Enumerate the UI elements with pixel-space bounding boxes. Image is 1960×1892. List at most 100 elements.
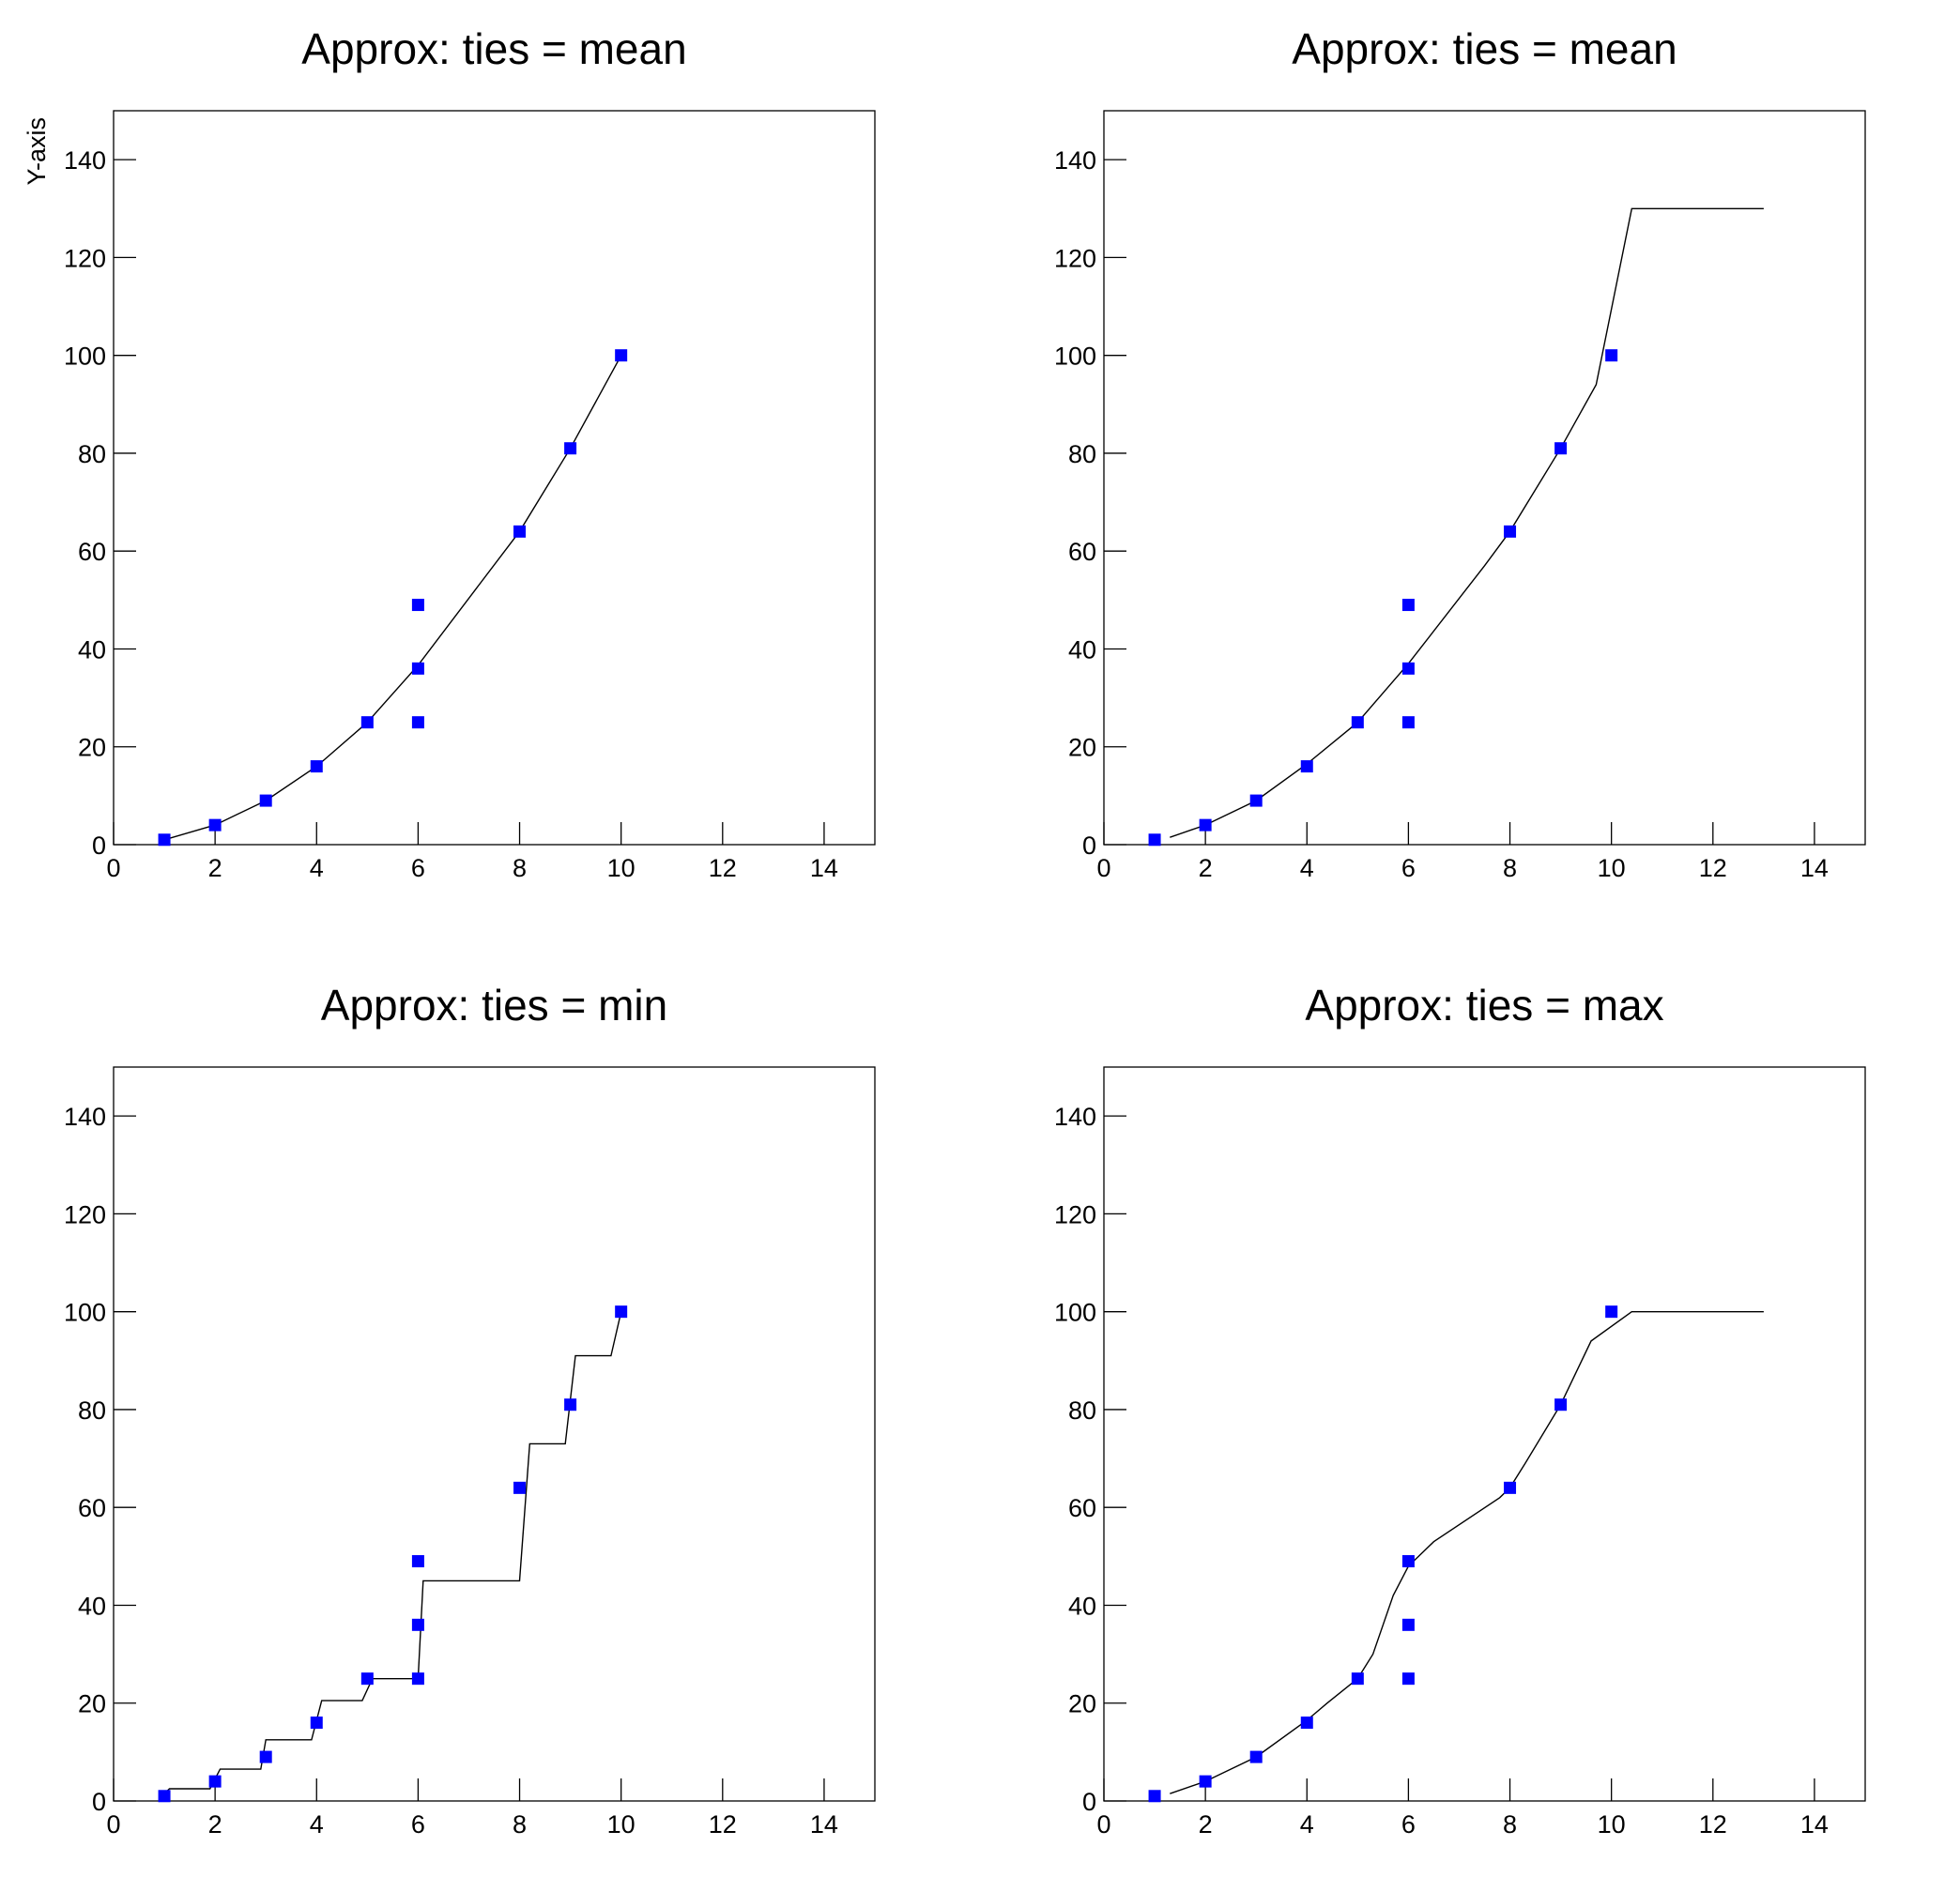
x-tick-label: 8 (513, 854, 527, 882)
x-tick-label: 2 (208, 854, 222, 882)
data-point (564, 442, 577, 455)
data-point (158, 1790, 171, 1803)
y-tick-label: 80 (78, 1396, 106, 1425)
data-point (158, 833, 171, 847)
x-tick-label: 8 (1503, 854, 1517, 882)
data-point (208, 1775, 222, 1788)
data-point (360, 716, 374, 729)
data-point (1199, 1775, 1212, 1788)
y-tick-label: 100 (64, 1299, 106, 1327)
approx-line (163, 1311, 622, 1794)
chart-title: Approx: ties = max (1305, 981, 1663, 1030)
data-point (1401, 1555, 1415, 1568)
x-tick-label: 0 (106, 1810, 120, 1839)
x-tick-label: 8 (1503, 1810, 1517, 1839)
y-tick-label: 140 (64, 1103, 106, 1131)
data-point (411, 599, 424, 612)
data-point (564, 1398, 577, 1411)
x-tick-label: 4 (310, 854, 324, 882)
y-tick-label: 40 (78, 635, 106, 664)
data-point (1401, 716, 1415, 729)
y-tick-label: 120 (64, 1200, 106, 1228)
x-tick-label: 4 (310, 1810, 324, 1839)
y-tick-label: 80 (1068, 440, 1096, 468)
y-tick-label: 40 (1068, 635, 1096, 664)
data-point (1249, 1750, 1263, 1763)
data-point (513, 1481, 527, 1494)
y-tick-label: 140 (64, 146, 106, 175)
data-point (1351, 1672, 1364, 1686)
x-tick-label: 10 (607, 1810, 635, 1839)
data-point (1401, 662, 1415, 675)
plot-frame (113, 1066, 876, 1802)
y-tick-label: 0 (1082, 832, 1096, 860)
data-point (1504, 1481, 1517, 1494)
x-tick-label: 6 (411, 854, 425, 882)
data-point (411, 1672, 424, 1686)
data-point (360, 1672, 374, 1686)
x-tick-label: 12 (1699, 854, 1727, 882)
approx-line (163, 355, 622, 841)
y-tick-label: 40 (78, 1592, 106, 1620)
data-point (1148, 1790, 1161, 1803)
data-point (1554, 1398, 1568, 1411)
y-tick-label: 0 (92, 1788, 106, 1816)
x-tick-label: 6 (1401, 1810, 1416, 1839)
data-point (615, 1305, 628, 1319)
x-tick-label: 0 (1096, 1810, 1110, 1839)
y-tick-label: 40 (1068, 1592, 1096, 1620)
y-tick-label: 0 (1082, 1788, 1096, 1816)
x-tick-label: 12 (1699, 1810, 1727, 1839)
data-point (1148, 833, 1161, 847)
approx-line (1170, 207, 1764, 838)
x-tick-label: 4 (1300, 1810, 1314, 1839)
plot-frame (1103, 110, 1866, 846)
x-tick-label: 6 (1401, 854, 1416, 882)
data-point (1605, 349, 1618, 362)
data-point (615, 349, 628, 362)
x-tick-label: 0 (106, 854, 120, 882)
x-tick-label: 6 (411, 1810, 425, 1839)
y-tick-label: 20 (1068, 734, 1096, 762)
data-point (1249, 794, 1263, 807)
plot-frame (113, 110, 876, 846)
x-tick-label: 14 (1800, 1810, 1829, 1839)
data-point (411, 1555, 424, 1568)
data-point (1605, 1305, 1618, 1319)
data-point (411, 716, 424, 729)
y-tick-label: 120 (64, 244, 106, 272)
x-tick-label: 10 (1598, 854, 1626, 882)
y-tick-label: 60 (1068, 538, 1096, 566)
data-point (310, 1717, 323, 1730)
x-tick-label: 2 (208, 1810, 222, 1839)
x-tick-label: 10 (607, 854, 635, 882)
x-tick-label: 14 (810, 854, 838, 882)
data-point (1199, 818, 1212, 832)
x-tick-label: 12 (709, 1810, 737, 1839)
data-point (259, 1750, 272, 1763)
x-tick-label: 4 (1300, 854, 1314, 882)
y-tick-label: 100 (1054, 343, 1096, 371)
data-point (1351, 716, 1364, 729)
chart-title: Approx: ties = mean (1292, 24, 1677, 73)
y-tick-label: 120 (1054, 244, 1096, 272)
data-point (259, 794, 272, 807)
x-tick-label: 12 (709, 854, 737, 882)
data-point (1401, 1618, 1415, 1631)
y-axis-title: Y-axis (23, 117, 51, 186)
data-point (1300, 760, 1313, 773)
y-tick-label: 20 (78, 734, 106, 762)
chart-title: Approx: ties = min (321, 981, 667, 1030)
data-point (1401, 599, 1415, 612)
x-tick-label: 10 (1598, 1810, 1626, 1839)
data-point (411, 1618, 424, 1631)
data-point (1401, 1672, 1415, 1686)
data-point (208, 818, 222, 832)
x-tick-label: 8 (513, 1810, 527, 1839)
y-tick-label: 20 (78, 1690, 106, 1718)
y-tick-label: 60 (1068, 1494, 1096, 1522)
